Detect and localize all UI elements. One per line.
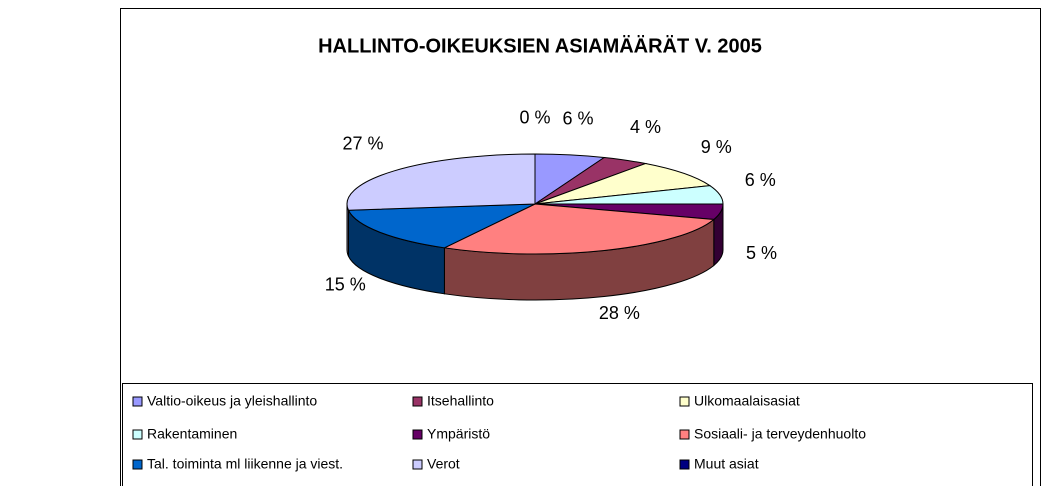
data-label: 6 %	[562, 109, 593, 129]
legend-label: Ulkomaalaisasiat	[694, 393, 800, 409]
slice-side	[346, 203, 349, 257]
legend-swatch	[412, 429, 423, 440]
data-label: 15 %	[325, 274, 366, 294]
legend-label: Verot	[427, 456, 460, 472]
data-label: 28 %	[599, 303, 640, 323]
data-label: 6 %	[745, 170, 776, 190]
chart-title: HALLINTO-OIKEUKSIEN ASIAMÄÄRÄT V. 2005	[318, 34, 762, 57]
legend-label: Sosiaali- ja terveydenhuolto	[694, 426, 866, 442]
data-label: 0 %	[519, 107, 550, 127]
legend-label: Rakentaminen	[147, 426, 237, 442]
data-label: 9 %	[701, 137, 732, 157]
slice	[442, 203, 716, 255]
legend-swatch	[132, 459, 143, 470]
legend-swatch	[679, 429, 690, 440]
data-label: 4 %	[630, 117, 661, 137]
legend-swatch	[132, 429, 143, 440]
legend-label: Valtio-oikeus ja yleishallinto	[147, 393, 317, 409]
legend-swatch	[679, 459, 690, 470]
legend-label: Muut asiat	[694, 456, 759, 472]
slice	[347, 203, 536, 249]
legend-label: Itsehallinto	[427, 393, 494, 409]
legend-swatch	[679, 396, 690, 407]
legend-label: Ympäristö	[427, 426, 490, 442]
legend-box	[122, 383, 1033, 491]
slice	[534, 163, 712, 205]
legend-swatch	[412, 396, 423, 407]
legend-label: Tal. toiminta ml liikenne ja viest.	[147, 456, 343, 472]
data-label: 27 %	[342, 133, 383, 153]
legend-swatch	[412, 459, 423, 470]
legend-swatch	[132, 396, 143, 407]
data-label: 5 %	[746, 243, 777, 263]
slice	[346, 153, 536, 211]
